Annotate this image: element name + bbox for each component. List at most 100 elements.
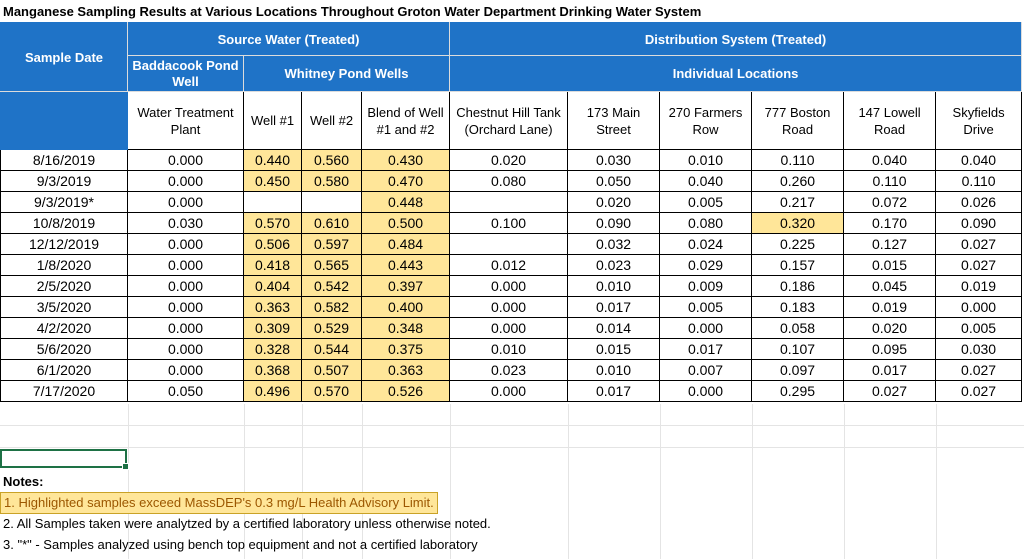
value-cell[interactable]: 0.030 (567, 149, 661, 171)
value-cell[interactable]: 0.260 (751, 170, 845, 192)
header-baddacook-pond-well[interactable]: Baddacook Pond Well (127, 55, 244, 92)
value-cell[interactable]: 0.000 (127, 338, 244, 360)
value-cell[interactable]: 0.029 (659, 254, 753, 276)
value-cell[interactable]: 0.090 (935, 212, 1023, 234)
value-cell[interactable]: 0.418 (243, 254, 302, 276)
value-cell[interactable]: 0.309 (243, 317, 302, 339)
value-cell[interactable]: 0.186 (751, 275, 845, 297)
value-cell[interactable] (449, 233, 569, 255)
value-cell[interactable]: 0.020 (567, 191, 661, 213)
value-cell[interactable]: 0.170 (843, 212, 937, 234)
value-cell[interactable]: 0.000 (449, 380, 569, 402)
value-cell[interactable] (301, 191, 362, 213)
value-cell[interactable]: 0.040 (843, 149, 937, 171)
value-cell[interactable]: 0.127 (843, 233, 937, 255)
value-cell[interactable]: 0.225 (751, 233, 845, 255)
sample-date-cell[interactable]: 7/17/2020 (0, 380, 128, 402)
sample-date-cell[interactable]: 5/6/2020 (0, 338, 128, 360)
value-cell[interactable]: 0.443 (360, 254, 451, 276)
value-cell[interactable]: 0.010 (659, 149, 753, 171)
column-header[interactable]: Well #2 (301, 91, 362, 150)
value-cell[interactable]: 0.570 (301, 380, 362, 402)
value-cell[interactable]: 0.110 (843, 170, 937, 192)
sample-date-cell[interactable]: 1/8/2020 (0, 254, 128, 276)
value-cell[interactable]: 0.363 (243, 296, 302, 318)
column-header[interactable]: Water Treatment Plant (127, 91, 244, 150)
value-cell[interactable]: 0.027 (843, 380, 937, 402)
value-cell[interactable]: 0.000 (127, 254, 244, 276)
note-highlight-limit[interactable]: 1. Highlighted samples exceed MassDEP's … (0, 492, 438, 514)
value-cell[interactable]: 0.529 (301, 317, 362, 339)
note-bench-top[interactable]: 3. "*" - Samples analyzed using bench to… (3, 537, 478, 552)
value-cell[interactable]: 0.348 (360, 317, 451, 339)
value-cell[interactable]: 0.023 (449, 359, 569, 381)
column-header[interactable]: Blend of Well #1 and #2 (360, 91, 451, 150)
value-cell[interactable]: 0.217 (751, 191, 845, 213)
value-cell[interactable]: 0.328 (243, 338, 302, 360)
column-header[interactable]: 777 Boston Road (751, 91, 845, 150)
value-cell[interactable]: 0.020 (449, 149, 569, 171)
sample-date-cell[interactable]: 4/2/2020 (0, 317, 128, 339)
value-cell[interactable]: 0.019 (935, 275, 1023, 297)
value-cell[interactable]: 0.040 (935, 149, 1023, 171)
value-cell[interactable]: 0.015 (843, 254, 937, 276)
value-cell[interactable]: 0.024 (659, 233, 753, 255)
note-certified-lab[interactable]: 2. All Samples taken were analytzed by a… (3, 516, 491, 531)
value-cell[interactable]: 0.095 (843, 338, 937, 360)
value-cell[interactable]: 0.080 (659, 212, 753, 234)
value-cell[interactable]: 0.050 (127, 380, 244, 402)
value-cell[interactable]: 0.570 (243, 212, 302, 234)
value-cell[interactable]: 0.183 (751, 296, 845, 318)
sample-date-cell[interactable]: 8/16/2019 (0, 149, 128, 171)
value-cell[interactable]: 0.015 (567, 338, 661, 360)
value-cell[interactable]: 0.009 (659, 275, 753, 297)
value-cell[interactable]: 0.110 (751, 149, 845, 171)
value-cell[interactable]: 0.027 (935, 359, 1023, 381)
value-cell[interactable]: 0.000 (449, 275, 569, 297)
notes-heading[interactable]: Notes: (3, 474, 44, 489)
sheet-title[interactable]: Manganese Sampling Results at Various Lo… (3, 4, 702, 19)
value-cell[interactable]: 0.000 (127, 149, 244, 171)
value-cell[interactable]: 0.017 (659, 338, 753, 360)
value-cell[interactable]: 0.020 (843, 317, 937, 339)
value-cell[interactable]: 0.007 (659, 359, 753, 381)
value-cell[interactable]: 0.100 (449, 212, 569, 234)
value-cell[interactable]: 0.023 (567, 254, 661, 276)
value-cell[interactable]: 0.010 (567, 359, 661, 381)
value-cell[interactable]: 0.000 (127, 317, 244, 339)
selected-cell[interactable] (0, 449, 129, 470)
value-cell[interactable]: 0.320 (751, 212, 845, 234)
value-cell[interactable]: 0.565 (301, 254, 362, 276)
column-header[interactable]: Skyfields Drive (935, 91, 1023, 150)
value-cell[interactable]: 0.544 (301, 338, 362, 360)
value-cell[interactable]: 0.000 (127, 296, 244, 318)
value-cell[interactable]: 0.500 (360, 212, 451, 234)
value-cell[interactable]: 0.040 (659, 170, 753, 192)
value-cell[interactable]: 0.506 (243, 233, 302, 255)
value-cell[interactable]: 0.397 (360, 275, 451, 297)
value-cell[interactable]: 0.000 (659, 317, 753, 339)
value-cell[interactable]: 0.400 (360, 296, 451, 318)
sample-date-cell[interactable]: 3/5/2020 (0, 296, 128, 318)
value-cell[interactable]: 0.448 (360, 191, 451, 213)
value-cell[interactable]: 0.017 (567, 380, 661, 402)
value-cell[interactable]: 0.030 (127, 212, 244, 234)
value-cell[interactable]: 0.430 (360, 149, 451, 171)
value-cell[interactable]: 0.058 (751, 317, 845, 339)
value-cell[interactable]: 0.470 (360, 170, 451, 192)
sample-date-cell[interactable]: 9/3/2019 (0, 170, 128, 192)
column-header[interactable]: 147 Lowell Road (843, 91, 937, 150)
value-cell[interactable]: 0.526 (360, 380, 451, 402)
value-cell[interactable]: 0.090 (567, 212, 661, 234)
value-cell[interactable]: 0.000 (127, 275, 244, 297)
value-cell[interactable]: 0.027 (935, 233, 1023, 255)
value-cell[interactable]: 0.010 (449, 338, 569, 360)
value-cell[interactable]: 0.597 (301, 233, 362, 255)
value-cell[interactable]: 0.017 (843, 359, 937, 381)
value-cell[interactable] (449, 191, 569, 213)
value-cell[interactable]: 0.012 (449, 254, 569, 276)
value-cell[interactable]: 0.017 (567, 296, 661, 318)
value-cell[interactable]: 0.026 (935, 191, 1023, 213)
value-cell[interactable]: 0.005 (659, 191, 753, 213)
value-cell[interactable]: 0.000 (127, 191, 244, 213)
